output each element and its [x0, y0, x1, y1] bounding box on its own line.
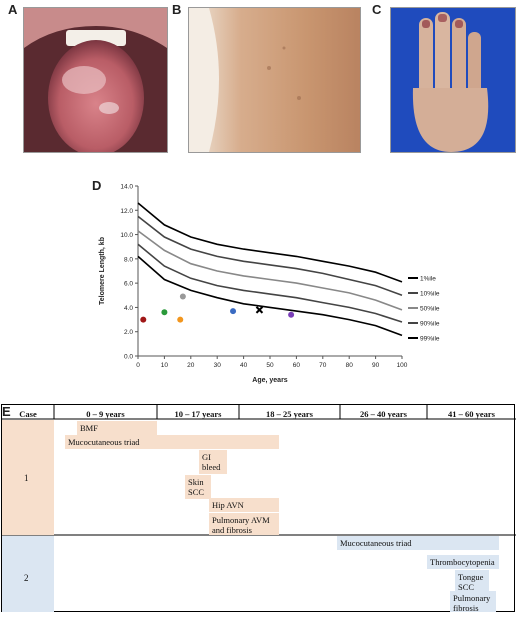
- timeline-grid: [2, 405, 516, 536]
- y-tick-label: 2.0: [124, 329, 133, 336]
- x-tick-label: 50: [266, 362, 274, 369]
- case-header: Case: [19, 409, 37, 419]
- hand-photo: [390, 7, 516, 153]
- event-bmf: BMF: [77, 421, 157, 435]
- y-tick-label: 0.0: [124, 354, 133, 361]
- x-tick-label: 100: [397, 362, 408, 369]
- panel-d-label: D: [92, 178, 102, 193]
- x-axis-label: Age, years: [252, 377, 288, 384]
- event-mucocutaneous-triad-2: Mucocutaneous triad: [337, 536, 499, 550]
- data-point-6: [288, 311, 295, 318]
- y-tick-label: 8.0: [124, 256, 133, 263]
- x-tick-label: 0: [136, 362, 140, 369]
- col-header-0: 0 – 9 years: [86, 409, 125, 419]
- data-point-x: [255, 306, 264, 314]
- panel-e-label: E: [2, 404, 11, 419]
- series-line-1: [137, 215, 403, 297]
- col-header-2: 18 – 25 years: [266, 409, 313, 419]
- y-tick-label: 6.0: [124, 281, 133, 288]
- series-line-3: [137, 243, 403, 323]
- case-1-label: 1: [24, 473, 29, 483]
- panel-a-label: A: [8, 2, 18, 17]
- event-tongue-scc: Tongue SCC: [455, 570, 489, 592]
- event-skin-scc: Skin SCC: [185, 475, 211, 499]
- panel-c-label: C: [372, 2, 382, 17]
- x-tick-label: 90: [372, 362, 380, 369]
- series-line-0: [137, 202, 403, 283]
- telomere-chart-svg: 0.0 2.0 4.0 6.0 8.0 10.0 12.0 14.0 0 10 20 30 40 50 60…: [99, 184, 440, 385]
- data-point-0: [140, 316, 147, 323]
- y-axis-label: Telomere Length, kb: [99, 237, 106, 305]
- x-tick-label: 30: [214, 362, 222, 369]
- case-timeline: Case 0 – 9 years 10 – 17 years 18 – 25 y…: [1, 404, 516, 613]
- event-gi-bleed: GI bleed: [199, 450, 227, 474]
- data-point-2: [177, 316, 184, 323]
- col-header-3: 26 – 40 years: [360, 409, 407, 419]
- x-tick-label: 80: [346, 362, 354, 369]
- legend-label-4: 99%ile: [420, 336, 440, 343]
- case-2-label: 2: [24, 573, 29, 583]
- y-tick-label: 14.0: [120, 184, 133, 191]
- x-tick-label: 60: [293, 362, 301, 369]
- x-tick-label: 20: [187, 362, 195, 369]
- col-header-4: 41 – 60 years: [448, 409, 495, 419]
- case-2-cell: [2, 536, 54, 612]
- skin-photo: [188, 7, 361, 153]
- col-header-1: 10 – 17 years: [174, 409, 222, 419]
- telomere-chart: 0.0 2.0 4.0 6.0 8.0 10.0 12.0 14.0 0 10 20 30 40 50 60…: [90, 180, 450, 390]
- series-line-4: [137, 255, 403, 337]
- panel-b-label: B: [172, 2, 182, 17]
- tongue-photo: [23, 7, 168, 153]
- data-point-4: [230, 308, 237, 315]
- event-thrombocytopenia: Thrombocytopenia: [427, 555, 499, 569]
- y-tick-label: 12.0: [120, 208, 133, 215]
- legend-label-2: 50%ile: [420, 306, 440, 313]
- x-tick-label: 10: [161, 362, 169, 369]
- event-mucocutaneous-triad-1: Mucocutaneous triad: [65, 435, 279, 449]
- x-tick-label: 40: [240, 362, 248, 369]
- y-tick-label: 4.0: [124, 305, 133, 312]
- event-pulmonary-fibrosis: Pulmonary fibrosis: [450, 591, 496, 613]
- x-tick-label: 70: [319, 362, 327, 369]
- legend-label-0: 1%ile: [420, 276, 436, 283]
- legend-label-3: 90%ile: [420, 321, 440, 328]
- event-pulmonary-avm: Pulmonary AVM and fibrosis: [209, 513, 279, 535]
- case-1-cell: [2, 420, 54, 535]
- series-line-2: [137, 230, 403, 311]
- data-point-1: [161, 309, 168, 316]
- legend-label-1: 10%ile: [420, 291, 440, 298]
- data-point-3: [179, 293, 186, 300]
- y-tick-label: 10.0: [120, 232, 133, 239]
- event-hip-avn: Hip AVN: [209, 498, 279, 512]
